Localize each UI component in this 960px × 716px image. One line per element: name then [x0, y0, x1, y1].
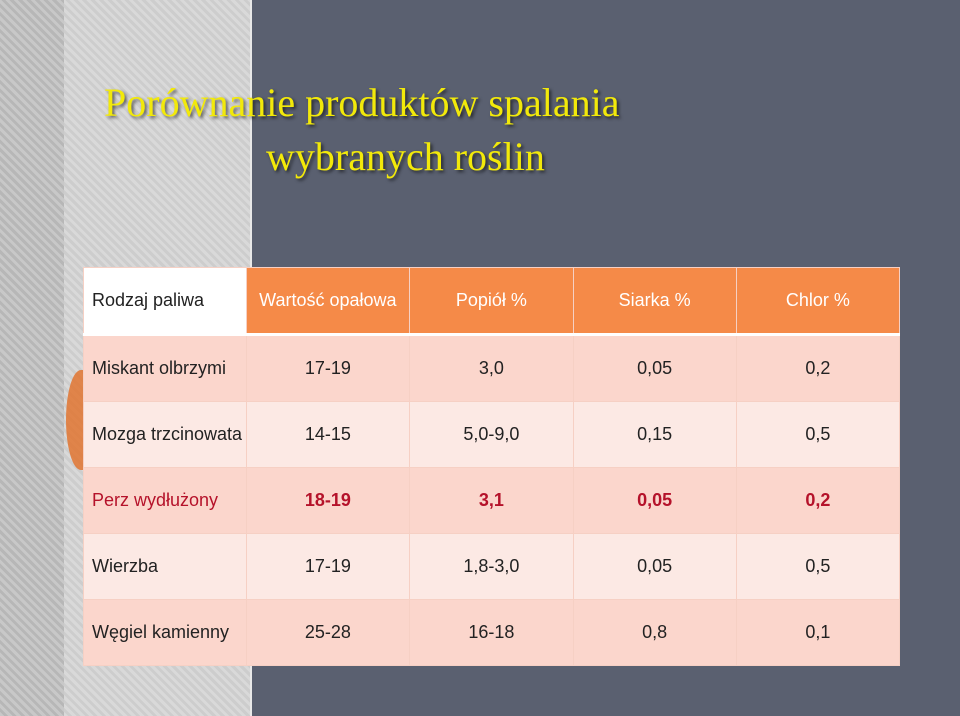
cell-calorific: 14-15 [245, 401, 411, 468]
header-fuel-type: Rodzaj paliwa [83, 267, 247, 336]
header-chlorine: Chlor % [735, 267, 901, 336]
table-row: Węgiel kamienny 25-28 16-18 0,8 0,1 [83, 599, 901, 666]
title-line-2: wybranych roślin [266, 134, 545, 179]
row-label: Mozga trzcinowata [83, 401, 247, 468]
header-calorific-value: Wartość opałowa [245, 267, 411, 336]
background-stripe-left [0, 0, 64, 716]
cell-sulfur: 0,15 [572, 401, 737, 468]
page-title: Porównanie produktów spalania wybranych … [104, 76, 864, 184]
table-header-row: Rodzaj paliwa Wartość opałowa Popiół % S… [83, 267, 901, 336]
cell-ash: 1,8-3,0 [409, 533, 574, 600]
table-row: Wierzba 17-19 1,8-3,0 0,05 0,5 [83, 533, 901, 600]
row-label: Wierzba [83, 533, 247, 600]
header-sulfur: Siarka % [572, 267, 737, 336]
cell-chlorine: 0,5 [735, 401, 901, 468]
cell-sulfur: 0,05 [572, 467, 737, 534]
table-row: Miskant olbrzymi 17-19 3,0 0,05 0,2 [83, 334, 901, 402]
cell-ash: 3,1 [409, 467, 574, 534]
cell-ash: 16-18 [409, 599, 574, 666]
cell-chlorine: 0,2 [735, 334, 901, 402]
cell-sulfur: 0,05 [572, 533, 737, 600]
row-label: Węgiel kamienny [83, 599, 247, 666]
cell-calorific: 18-19 [245, 467, 411, 534]
title-line-1: Porównanie produktów spalania [104, 80, 620, 125]
comparison-table: Rodzaj paliwa Wartość opałowa Popiół % S… [83, 267, 901, 666]
table-row: Mozga trzcinowata 14-15 5,0-9,0 0,15 0,5 [83, 401, 901, 468]
cell-calorific: 17-19 [245, 334, 411, 402]
cell-chlorine: 0,5 [735, 533, 901, 600]
cell-sulfur: 0,05 [572, 334, 737, 402]
table-row-highlighted: Perz wydłużony 18-19 3,1 0,05 0,2 [83, 467, 901, 534]
cell-ash: 5,0-9,0 [409, 401, 574, 468]
row-label: Miskant olbrzymi [83, 334, 247, 402]
header-ash: Popiół % [409, 267, 574, 336]
cell-calorific: 25-28 [245, 599, 411, 666]
cell-sulfur: 0,8 [572, 599, 737, 666]
cell-calorific: 17-19 [245, 533, 411, 600]
cell-chlorine: 0,2 [735, 467, 901, 534]
cell-ash: 3,0 [409, 334, 574, 402]
cell-chlorine: 0,1 [735, 599, 901, 666]
row-label: Perz wydłużony [83, 467, 247, 534]
